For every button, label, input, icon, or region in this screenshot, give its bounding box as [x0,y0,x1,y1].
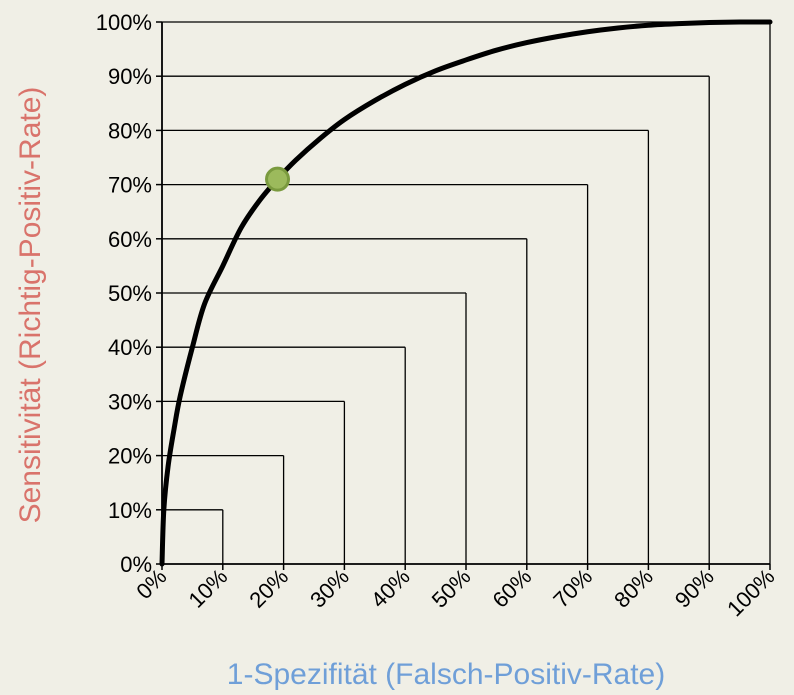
staircase-grid [162,21,771,564]
x-tick-label: 50% [427,564,476,613]
x-tick-label: 90% [670,564,719,613]
marker-layer [265,166,291,192]
x-tick-label: 70% [548,564,597,613]
x-tick-labels: 0% 10% 20% 30% 40% 50% 60% 70% 80% 90% 100% [131,564,779,621]
x-tick-label: 10% [184,564,233,613]
axes [156,21,771,570]
y-tick-label: 0% [120,552,152,577]
y-tick-label: 90% [108,64,152,89]
y-tick-label: 40% [108,335,152,360]
roc-curve [159,19,773,567]
x-tick-label: 100% [722,564,779,621]
y-tick-label: 50% [108,281,152,306]
y-axis-title: Sensitivität (Richtig-Positiv-Rate) [14,87,47,524]
x-tick-label: 20% [244,564,293,613]
x-tick-label: 40% [366,564,415,613]
y-tick-label: 100% [96,10,152,35]
y-tick-label: 20% [108,444,152,469]
x-tick-label: 60% [488,564,537,613]
x-tick-label: 30% [305,564,354,613]
y-tick-labels: 0% 10% 20% 30% 40% 50% 60% 70% 80% 90% 100% [96,10,152,577]
y-tick-label: 60% [108,227,152,252]
y-tick-label: 80% [108,118,152,143]
y-tick-label: 10% [108,498,152,523]
curve-layer [159,19,773,567]
operating-point-marker [265,166,291,192]
x-axis-title: 1-Spezifität (Falsch-Positiv-Rate) [227,658,665,691]
y-tick-label: 70% [108,173,152,198]
x-tick-label: 80% [609,564,658,613]
y-tick-label: 30% [108,389,152,414]
